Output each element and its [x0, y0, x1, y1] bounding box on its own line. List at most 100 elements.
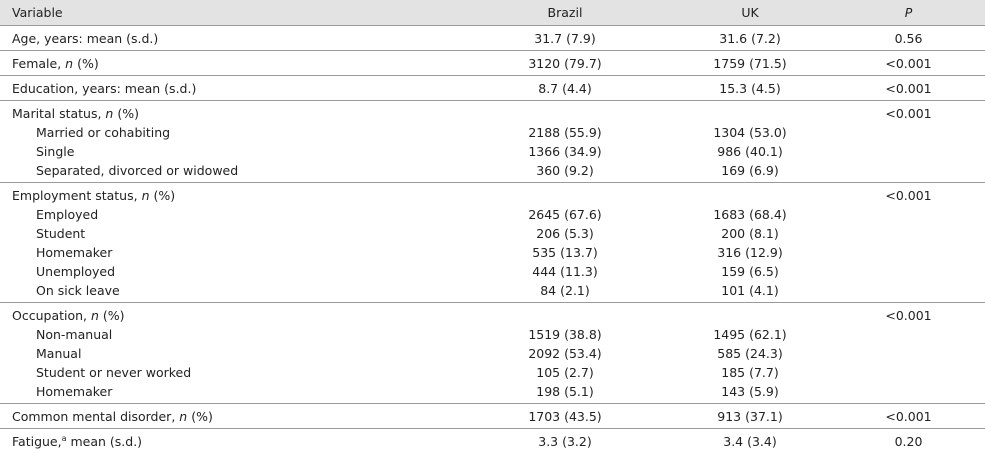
uk-cell: 316 (12.9): [717, 244, 783, 260]
brazil-cell: 535 (13.7): [532, 244, 598, 260]
column-header: Brazil: [547, 4, 583, 20]
p-cell: 0.56: [894, 30, 923, 46]
uk-cell: 1304 (53.0): [713, 124, 787, 140]
p-cell: [850, 224, 985, 243]
row-group: Education, years: mean (s.d.) 8.7 (4.4) 15…: [0, 75, 985, 100]
text-part: (%): [73, 55, 99, 71]
table-row: Marital status, n (%) <0.001: [0, 100, 985, 123]
brazil-cell: 31.7 (7.9): [534, 30, 596, 46]
column-header: Variable: [12, 4, 63, 20]
column-header: P: [850, 0, 985, 25]
text-part: (%): [113, 105, 139, 121]
p-cell: <0.001: [885, 80, 932, 96]
p-cell: [850, 161, 985, 183]
uk-cell: [650, 182, 850, 205]
table-row: Unemployed 444 (11.3) 159 (6.5): [0, 262, 985, 281]
uk-cell: 913 (37.1): [717, 408, 783, 424]
uk-cell: 169 (6.9): [721, 162, 779, 178]
text-part: n: [141, 187, 150, 203]
text-part: Marital status,: [12, 105, 106, 121]
variable-cell: Female, n (%): [0, 50, 480, 75]
uk-cell: 1495 (62.1): [713, 326, 787, 342]
text-part: Common mental disorder,: [12, 408, 180, 424]
brazil-cell: [480, 100, 650, 123]
uk-cell: 200 (8.1): [721, 225, 779, 241]
text-part: Employment status,: [12, 187, 142, 203]
table-row: Student 206 (5.3) 200 (8.1): [0, 224, 985, 243]
brazil-cell: 1366 (34.9): [528, 143, 602, 159]
p-cell: [850, 243, 985, 262]
text-part: (%): [98, 307, 125, 323]
p-cell: [850, 281, 985, 303]
variable-cell: Non-manual: [36, 326, 113, 342]
table-row: Separated, divorced or widowed 360 (9.2) 1…: [0, 161, 985, 183]
row-group: Marital status, n (%) <0.001 Married or co…: [0, 100, 985, 182]
table-row: Fatigue,a mean (s.d.) 3.3 (3.2) 3.4 (3.4) 0…: [0, 428, 985, 453]
uk-cell: 15.3 (4.5): [719, 80, 781, 96]
p-cell: [850, 363, 985, 382]
table-row: Employment status, n (%) <0.001: [0, 182, 985, 205]
uk-cell: [650, 302, 850, 325]
p-cell: [850, 325, 985, 344]
row-group: Employment status, n (%) <0.001 Employed 26…: [0, 182, 985, 302]
text-part: n: [65, 55, 74, 71]
uk-cell: 185 (7.7): [721, 364, 779, 380]
table-row: On sick leave 84 (2.1) 101 (4.1): [0, 281, 985, 303]
row-group: Fatigue,a mean (s.d.) 3.3 (3.2) 3.4 (3.4) 0…: [0, 428, 985, 453]
brazil-cell: 3.3 (3.2): [538, 433, 592, 449]
text-part: n: [179, 408, 188, 424]
brazil-cell: 2188 (55.9): [528, 124, 602, 140]
variable-cell: Education, years: mean (s.d.): [12, 80, 197, 96]
brazil-cell: 206 (5.3): [536, 225, 594, 241]
uk-cell: 986 (40.1): [717, 143, 783, 159]
p-cell: [850, 142, 985, 161]
header-row: Variable Brazil UK P: [0, 0, 985, 25]
variable-cell: Marital status, n (%): [0, 100, 480, 123]
variable-cell: Occupation, n (%): [0, 302, 480, 325]
variable-cell: Single: [36, 143, 75, 159]
uk-cell: 101 (4.1): [721, 282, 779, 298]
table-row: Manual 2092 (53.4) 585 (24.3): [0, 344, 985, 363]
p-cell: [850, 262, 985, 281]
brazil-cell: 198 (5.1): [536, 383, 594, 399]
table-row: Homemaker 535 (13.7) 316 (12.9): [0, 243, 985, 262]
table-row: Homemaker 198 (5.1) 143 (5.9): [0, 382, 985, 404]
variable-cell: Employed: [36, 206, 99, 222]
row-group: Female, n (%) 3120 (79.7) 1759 (71.5) <0.00…: [0, 50, 985, 75]
brazil-cell: 8.7 (4.4): [538, 80, 592, 96]
text-part: n: [91, 307, 99, 323]
brazil-cell: 105 (2.7): [536, 364, 594, 380]
p-cell: 0.20: [894, 433, 923, 449]
brazil-cell: 360 (9.2): [536, 162, 594, 178]
text-part: mean (s.d.): [66, 433, 143, 449]
variable-cell: Student: [36, 225, 86, 241]
uk-cell: 585 (24.3): [717, 345, 783, 361]
column-header: UK: [741, 4, 759, 20]
variable-cell: Student or never worked: [36, 364, 192, 380]
text-part: a: [61, 433, 67, 443]
uk-cell: 3.4 (3.4): [723, 433, 777, 449]
brazil-cell: 2092 (53.4): [528, 345, 602, 361]
table-row: Student or never worked 105 (2.7) 185 (7.7…: [0, 363, 985, 382]
brazil-cell: 3120 (79.7): [528, 55, 602, 71]
text-part: Occupation,: [12, 307, 91, 323]
variable-cell: Employment status, n (%): [0, 182, 480, 205]
p-cell: <0.001: [885, 105, 932, 121]
table-row: Common mental disorder, n (%) 1703 (43.5)…: [0, 403, 985, 428]
table-row: Employed 2645 (67.6) 1683 (68.4): [0, 205, 985, 224]
text-part: Female,: [12, 55, 66, 71]
variable-cell: On sick leave: [36, 282, 120, 298]
table-row: Single 1366 (34.9) 986 (40.1): [0, 142, 985, 161]
brazil-cell: 1519 (38.8): [528, 326, 602, 342]
table-header: Variable Brazil UK P: [0, 0, 985, 25]
variable-cell: Fatigue,a mean (s.d.): [0, 428, 480, 453]
text-part: (%): [149, 187, 176, 203]
brazil-cell: 2645 (67.6): [528, 206, 602, 222]
table-row: Female, n (%) 3120 (79.7) 1759 (71.5) <0.00…: [0, 50, 985, 75]
variable-cell: Homemaker: [36, 383, 113, 399]
variable-cell: Common mental disorder, n (%): [0, 403, 480, 428]
table-row: Non-manual 1519 (38.8) 1495 (62.1): [0, 325, 985, 344]
row-group: Common mental disorder, n (%) 1703 (43.5)…: [0, 403, 985, 428]
